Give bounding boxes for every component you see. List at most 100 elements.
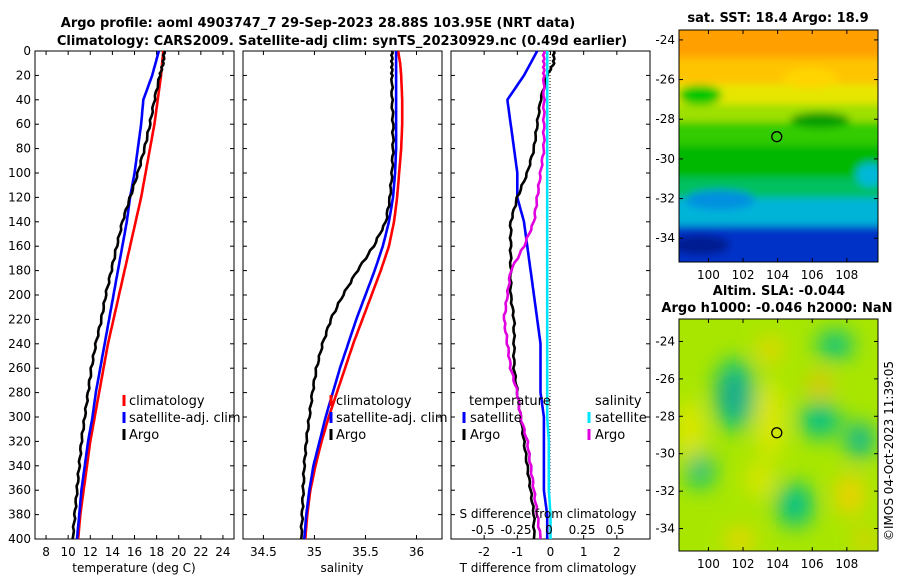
s-tick-0-25: 0.25 [569,523,596,537]
temperature-axes-box [34,50,235,540]
series-line-satellite-adj-clim [302,51,398,540]
lat-tick-label: -34 [655,231,675,245]
x-tick-label: 2 [613,545,621,559]
lon-tick-label: 108 [835,268,858,282]
sla-map-title-line-1: Altim. SLA: -0.044 [713,284,845,299]
lon-tick-label: 106 [801,268,824,282]
legend-climatology-label: climatology [129,394,205,409]
sst-map-title: sat. SST: 18.4 Argo: 18.9 [687,11,868,26]
x-tick-label: 24 [215,545,230,559]
lon-tick-label: 102 [732,557,755,571]
legend-climatology-label: climatology [336,394,412,409]
series-line-climatology [76,50,165,540]
lat-tick-label: -30 [655,152,675,166]
credit-timestamp: ©IMOS 04-Oct-2023 11:39:05 [882,361,896,541]
x-tick-label: 8 [42,545,50,559]
sst-map: 100 102 104 106 108 -24 -26 -28 -30 -32 -34 [655,29,879,282]
x-tick-label: 12 [83,545,98,559]
y-tick-label: 400 [8,532,31,546]
y-tick-label: 80 [16,142,31,156]
y-tick-label: 60 [16,117,31,131]
series-line-temperature-satellite [506,50,549,539]
x-tick-label: 18 [149,545,164,559]
series-line-satellite-adj-clim [75,50,161,540]
y-tick-label: 100 [8,166,31,180]
sst-ticks: 100 102 104 106 108 -24 -26 -28 -30 -32 -34 [655,30,878,282]
temperature-ticks: 8 10 12 14 16 18 20 22 2402040608010012014016018… [8,44,234,559]
y-tick-label: 340 [8,459,31,473]
y-tick-label: 320 [8,434,31,448]
y-tick-label: 260 [8,361,31,375]
legend-temperature-title: temperature [469,394,551,409]
lon-tick-label: 100 [697,557,720,571]
x-tick-label: 0 [547,545,555,559]
legend-argo-label: Argo [129,428,159,443]
legend-salinity-title: salinity [595,394,642,409]
series-line-temperature-argo [508,50,556,540]
series-line-salinity-satellite [545,51,552,539]
lon-tick-label: 104 [766,557,789,571]
salinity-panel: 34.5 35 35.5 36 salinity climatology satell… [242,50,448,575]
argo-location-marker [771,131,783,143]
x-tick-label: 22 [193,545,208,559]
sla-axes-box [678,318,879,552]
temperature-xlabel: temperature (deg C) [72,561,195,575]
y-tick-label: 120 [8,190,31,204]
lon-tick-label: 106 [801,557,824,571]
y-tick-label: 300 [8,410,31,424]
s-tick-neg-0-25: -0.25 [500,523,531,537]
lat-tick-label: -34 [655,522,675,536]
x-tick-label: 16 [127,545,142,559]
lon-tick-label: 104 [766,268,789,282]
y-tick-label: 180 [8,264,31,278]
sla-heatmap [679,319,878,551]
lat-tick-label: -24 [655,33,675,47]
y-tick-label: 0 [23,44,31,58]
lat-tick-label: -28 [655,409,675,423]
y-tick-label: 140 [8,215,31,229]
s-tick-neg-0-5: -0.5 [471,523,494,537]
y-tick-label: 280 [8,386,31,400]
temperature-lines [71,50,167,540]
s-difference-ticklabels: -0.5 -0.25 0 0.25 0.5 [471,523,624,537]
x-tick-label: 35 [307,545,322,559]
legend-t-argo-label: Argo [470,428,500,443]
legend-satellite-label: satellite-adj. clim [336,411,448,426]
lon-tick-label: 100 [697,268,720,282]
salinity-xlabel: salinity [320,561,363,575]
y-tick-label: 380 [8,508,31,522]
s-tick-0-5: 0.5 [605,523,624,537]
s-difference-label: S difference from climatology [460,507,637,521]
difference-legend: temperature satellite Argo salinity sate… [462,394,647,443]
series-line-argo [299,50,396,540]
y-tick-label: 20 [16,68,31,82]
main-title-line-1: Argo profile: aoml 4903747_7 29-Sep-2023… [61,16,575,31]
legend-satellite-label: satellite-adj. clim [129,411,241,426]
x-tick-label: 10 [61,545,76,559]
x-tick-label: -2 [478,545,490,559]
difference-lines [502,50,556,540]
sla-ticks: 100 102 104 106 108 -24 -26 -28 -30 -32 -34 [655,319,878,571]
y-tick-label: 40 [16,93,31,107]
x-tick-label: 36 [409,545,424,559]
temperature-legend: climatology satellite-adj. clim Argo [122,394,241,443]
y-tick-label: 200 [8,288,31,302]
lat-tick-label: -26 [655,372,675,386]
lat-tick-label: -28 [655,112,675,126]
y-tick-label: 160 [8,239,31,253]
y-tick-label: 360 [8,483,31,497]
x-tick-label: -1 [511,545,523,559]
lat-tick-label: -32 [655,484,675,498]
x-tick-label: 20 [171,545,186,559]
legend-argo-label: Argo [336,428,366,443]
legend-t-satellite-label: satellite [470,411,522,426]
lon-tick-label: 102 [732,268,755,282]
difference-ticks: -2 -1 0 1 2 [451,50,650,559]
s-tick-0: 0 [545,523,553,537]
y-tick-label: 240 [8,337,31,351]
series-line-salinity-argo [502,50,547,540]
x-tick-label: 14 [105,545,120,559]
x-tick-label: 35.5 [352,545,379,559]
y-tick-label: 220 [8,312,31,326]
